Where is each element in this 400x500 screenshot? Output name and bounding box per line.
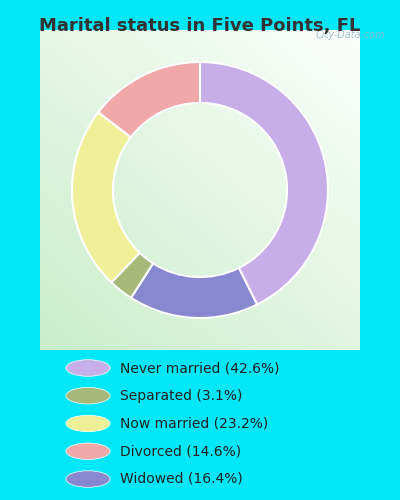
Circle shape — [66, 471, 110, 487]
Wedge shape — [98, 62, 200, 137]
Text: Now married (23.2%): Now married (23.2%) — [120, 416, 268, 430]
Text: City-Data.com: City-Data.com — [316, 30, 386, 40]
Wedge shape — [131, 264, 257, 318]
Wedge shape — [200, 62, 328, 304]
Text: Separated (3.1%): Separated (3.1%) — [120, 389, 242, 402]
Wedge shape — [72, 112, 140, 282]
Text: Widowed (16.4%): Widowed (16.4%) — [120, 472, 243, 486]
Circle shape — [66, 443, 110, 460]
Text: Never married (42.6%): Never married (42.6%) — [120, 361, 280, 375]
Circle shape — [66, 360, 110, 376]
Text: Divorced (14.6%): Divorced (14.6%) — [120, 444, 241, 458]
Text: Marital status in Five Points, FL: Marital status in Five Points, FL — [39, 18, 361, 36]
Circle shape — [66, 415, 110, 432]
Wedge shape — [112, 253, 153, 298]
Circle shape — [66, 388, 110, 404]
